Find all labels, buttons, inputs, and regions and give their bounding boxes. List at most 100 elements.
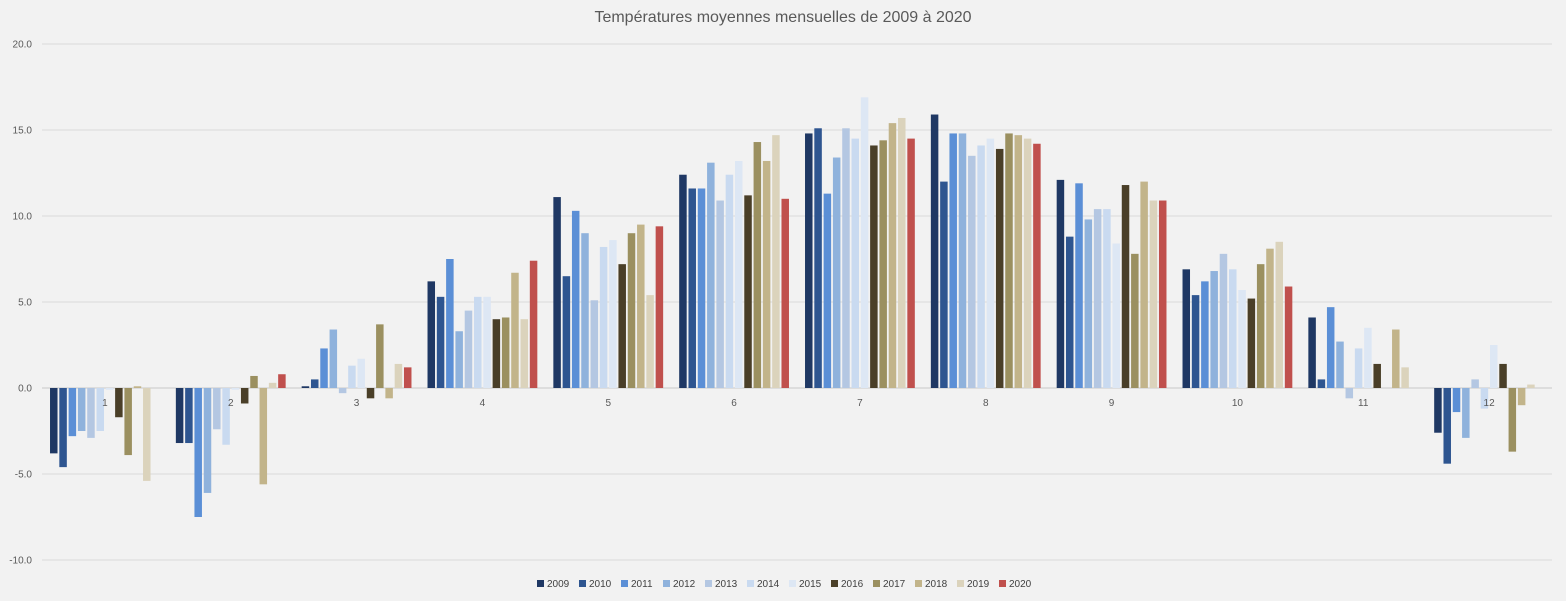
bar (1489, 345, 1498, 388)
bar (403, 367, 412, 388)
bar (940, 181, 948, 388)
bar (697, 188, 706, 388)
x-category-label: 2 (228, 398, 234, 409)
bar (995, 148, 1004, 388)
x-category-label: 12 (1484, 398, 1496, 409)
bar (464, 310, 473, 388)
bar (860, 97, 869, 388)
bar (1229, 269, 1237, 388)
bar (1317, 379, 1326, 388)
bar (1149, 200, 1158, 388)
legend-label: 2013 (715, 579, 738, 590)
bar (707, 162, 715, 388)
bar (1434, 388, 1442, 433)
legend-swatch (789, 580, 796, 587)
bar (553, 197, 561, 388)
legend-swatch (747, 580, 754, 587)
bar (949, 133, 957, 388)
bar (483, 296, 491, 388)
bar (725, 174, 734, 388)
legend-label: 2017 (883, 579, 906, 590)
bar (599, 246, 608, 388)
legend-swatch (579, 580, 586, 587)
bar (977, 145, 985, 388)
x-category-label: 6 (731, 398, 737, 409)
x-category-label: 4 (480, 398, 486, 409)
bar (646, 295, 654, 388)
bar (455, 331, 463, 388)
bar (907, 138, 915, 388)
y-gridlines (42, 43, 1552, 561)
bar (753, 142, 762, 388)
bar (1517, 388, 1526, 406)
legend-swatch (663, 580, 670, 587)
bar (986, 138, 995, 388)
bar (1005, 133, 1013, 388)
bar (268, 382, 277, 388)
bar (1401, 367, 1409, 388)
bar (609, 240, 617, 388)
y-tick-label: 10.0 (13, 212, 33, 223)
bar (781, 198, 789, 388)
bar (842, 128, 850, 388)
bar (1219, 253, 1228, 388)
legend-label: 2009 (547, 579, 570, 590)
bar (203, 388, 212, 493)
legend-swatch (831, 580, 838, 587)
bar (958, 133, 967, 388)
bar (1182, 269, 1191, 388)
y-tick-label: -10.0 (9, 556, 32, 567)
bar (1084, 219, 1093, 388)
bar (851, 138, 860, 388)
bar (213, 388, 221, 430)
bar (627, 233, 636, 388)
series-2019 (143, 117, 1535, 481)
bar (1056, 179, 1065, 388)
x-category-label: 8 (983, 398, 989, 409)
bar (1121, 185, 1130, 388)
bar (511, 272, 519, 388)
bar (1131, 253, 1139, 388)
legend-label: 2014 (757, 579, 780, 590)
bar (143, 388, 151, 481)
bar (1452, 388, 1461, 413)
bar (1065, 236, 1074, 388)
bar (1093, 209, 1102, 388)
bar (1443, 388, 1451, 464)
bar (259, 388, 268, 485)
bar (930, 114, 939, 389)
bar (175, 388, 184, 444)
legend-swatch (915, 580, 922, 587)
bar (59, 388, 67, 468)
bar (1112, 243, 1120, 388)
y-tick-label: 20.0 (13, 40, 33, 51)
x-category-label: 10 (1232, 398, 1244, 409)
bar (590, 300, 599, 388)
bar (520, 319, 529, 388)
bar (571, 210, 580, 388)
bar (357, 358, 365, 388)
series-2015 (105, 97, 1498, 390)
bar (1392, 329, 1400, 388)
bar (1247, 298, 1256, 388)
series-2011 (68, 133, 1461, 517)
bar (805, 133, 813, 388)
series-2010 (59, 128, 1451, 468)
bar (240, 388, 249, 404)
bar (772, 135, 780, 388)
bar (655, 226, 664, 388)
bar (185, 388, 193, 444)
bar (194, 388, 202, 517)
bar (1158, 200, 1167, 388)
bar (394, 363, 403, 388)
legend-label: 2012 (673, 579, 696, 590)
bar (96, 388, 105, 431)
bar (133, 386, 142, 388)
x-category-label: 9 (1109, 398, 1115, 409)
legend-swatch (999, 580, 1006, 587)
bar (1238, 289, 1246, 388)
legend-label: 2018 (925, 579, 948, 590)
series-2009 (50, 114, 1442, 454)
